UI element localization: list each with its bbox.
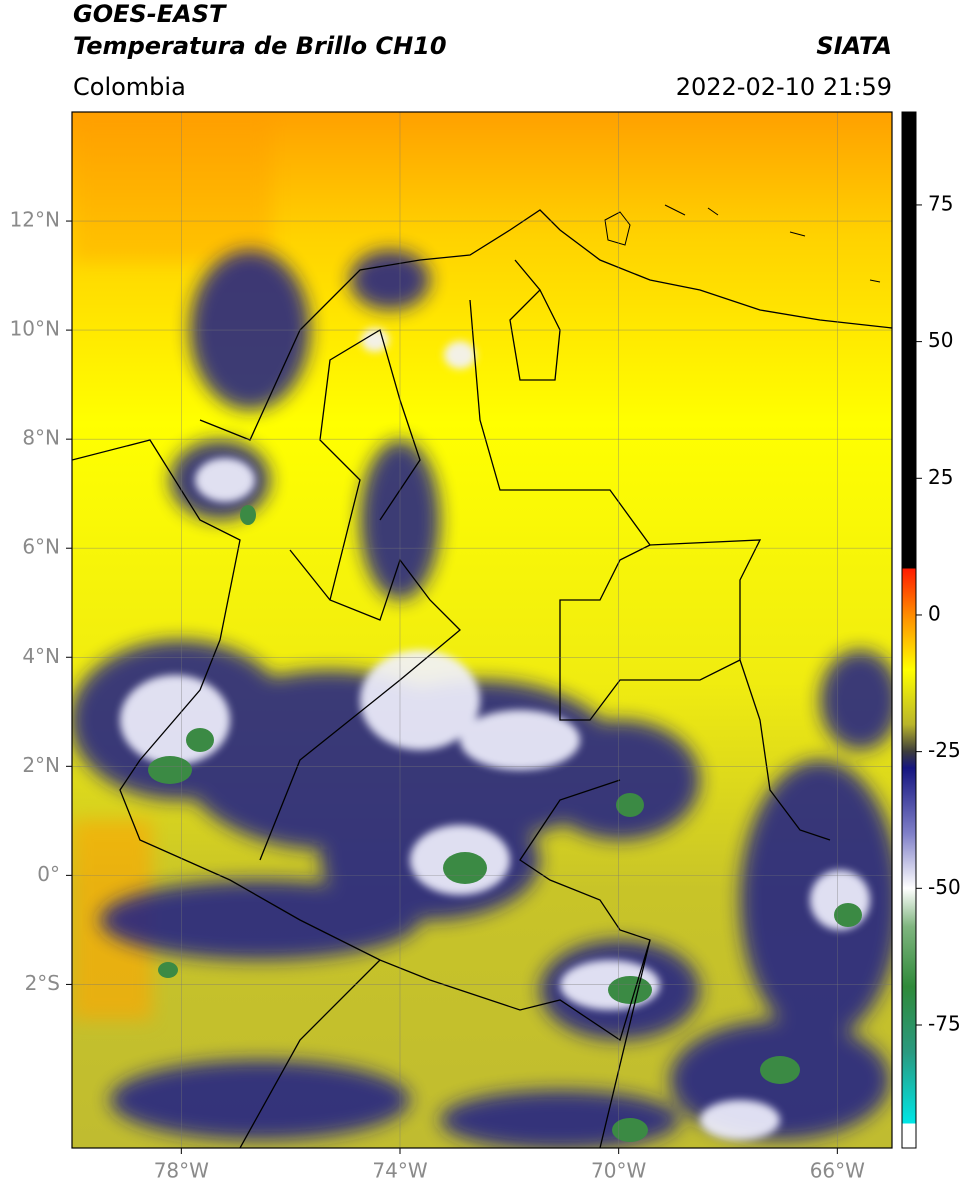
grid — [72, 112, 892, 1148]
x-tick-label: 78°W — [154, 1159, 209, 1183]
x-tick-label: 70°W — [591, 1159, 646, 1183]
x-tick-label: 74°W — [372, 1159, 427, 1183]
y-tick-label: 10°N — [10, 317, 60, 341]
map-frame — [71, 111, 893, 1149]
region: Colombia — [73, 73, 186, 101]
colorbar — [901, 111, 917, 1149]
colorbar-tick-label: -50 — [928, 875, 961, 899]
y-tick-label: 2°N — [22, 753, 60, 777]
borders — [72, 209, 892, 1148]
title: GOES-EAST — [73, 0, 227, 28]
colorbar-tick-label: 0 — [928, 601, 941, 625]
warm-region — [72, 112, 272, 262]
colorbar-tick-label: 50 — [928, 328, 953, 352]
y-tick-label: 2°S — [25, 971, 60, 995]
colorbar-tick-label: -75 — [928, 1011, 961, 1035]
y-tick-label: 6°N — [22, 535, 60, 559]
y-tick-label: 4°N — [22, 644, 60, 668]
satellite-image — [72, 112, 892, 1148]
y-tick-label: 0° — [37, 862, 60, 886]
y-tick-label: 8°N — [22, 426, 60, 450]
colorbar-tick-label: 25 — [928, 465, 953, 489]
islands — [604, 204, 881, 283]
subtitle: Temperatura de Brillo CH10 — [73, 32, 447, 60]
x-tick-label: 66°W — [810, 1159, 865, 1183]
timestamp: 2022-02-10 21:59 — [676, 73, 892, 101]
source: SIATA — [816, 32, 892, 60]
colorbar-tick-label: -25 — [928, 738, 961, 762]
coldest-cores — [148, 505, 862, 1142]
y-tick-label: 12°N — [10, 208, 60, 232]
colorbar-tick-label: 75 — [928, 191, 953, 215]
